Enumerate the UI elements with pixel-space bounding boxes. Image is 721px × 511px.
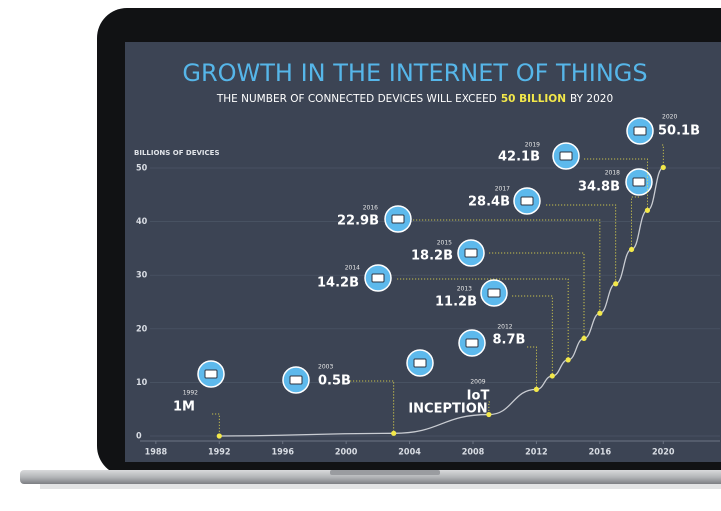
year-label: 2014 [345,265,360,272]
year-label: 2013 [457,286,472,293]
data-point [660,164,666,171]
x-tick-label: 2000 [335,448,358,458]
annotation: INCEPTION [408,402,487,417]
data-point [391,430,397,436]
icon-device [559,151,573,161]
year-label: 2017 [495,186,510,193]
y-tick-label: 50 [136,164,148,174]
leader-line [584,158,648,211]
leader-line [488,401,490,415]
icon-device [465,338,479,348]
year-label: 1992 [183,390,198,397]
subtitle-part: BY 2020 [570,93,613,105]
value-label: 11.2B [435,295,477,310]
leader-line [631,196,639,250]
x-tick-label: 1996 [271,448,294,458]
data-point [581,335,587,342]
year-label: 2012 [497,324,512,331]
value-label: 34.8B [578,180,620,195]
data-point [628,246,635,253]
y-tick-label: 40 [136,217,148,227]
subtitle-part: THE NUMBER OF CONNECTED DEVICES WILL EXC… [216,93,497,105]
y-tick-label: 10 [136,378,148,388]
icon-device [464,248,478,258]
data-point [216,433,222,439]
icon-device [289,375,303,385]
x-tick-label: 2016 [589,448,612,458]
year-label: 2018 [605,170,620,177]
chart-title: GROWTH IN THE INTERNET OF THINGS [182,59,647,87]
value-label: 42.1B [498,150,540,165]
icon-device [487,288,501,298]
value-label: 28.4B [468,195,510,210]
laptop-base [20,470,721,484]
value-label: 14.2B [317,276,359,291]
leader-line [512,295,553,376]
value-label: 0.5B [318,374,351,389]
data-point [613,281,619,287]
y-tick-label: 20 [136,324,148,334]
year-label: 2016 [363,205,378,212]
x-tick-label: 1992 [208,448,231,458]
x-tick-label: 2012 [525,448,548,458]
leader-line [527,346,537,390]
x-tick-label: 2008 [462,448,485,458]
icon-device [633,126,647,136]
leader-line [212,413,220,436]
x-tick-label: 2004 [398,448,421,458]
y-axis-label: BILLIONS OF DEVICES [134,149,220,157]
year-label: 2003 [318,364,333,371]
year-label: 2009 [470,379,485,386]
value-label: 1M [173,400,195,415]
icon-device [204,369,218,379]
year-label: 2020 [662,114,677,121]
year-label: 2015 [437,240,452,247]
icon-device [413,358,427,368]
icon-device [632,177,646,187]
leader-line [413,219,601,314]
value-label: 8.7B [493,333,526,348]
icon-device [391,214,405,224]
value-label: 50.1B [658,124,700,139]
y-tick-label: 0 [136,432,142,442]
leader-line [546,204,617,284]
value-label: 22.9B [337,214,379,229]
value-label: 18.2B [411,249,453,264]
annotation: IoT [467,389,490,404]
data-point [533,386,540,392]
subtitle-highlight: 50 BILLION [501,93,566,105]
leader-line [662,144,664,168]
data-point [644,207,651,213]
chart-subtitle: THE NUMBER OF CONNECTED DEVICES WILL EXC… [216,93,613,105]
leader-line [397,278,569,360]
screen [125,42,721,462]
icon-device [371,273,385,283]
data-point [597,310,603,316]
leader-line [350,380,395,434]
laptop-notch [330,470,440,475]
data-point [549,373,555,379]
data-point [486,411,492,418]
x-tick-label: 2020 [652,448,675,458]
data-point [565,357,571,363]
laptop-shadow [40,484,721,489]
x-tick-label: 1988 [145,448,168,458]
year-label: 2019 [525,142,540,149]
icon-device [520,196,534,206]
y-tick-label: 30 [136,271,148,281]
